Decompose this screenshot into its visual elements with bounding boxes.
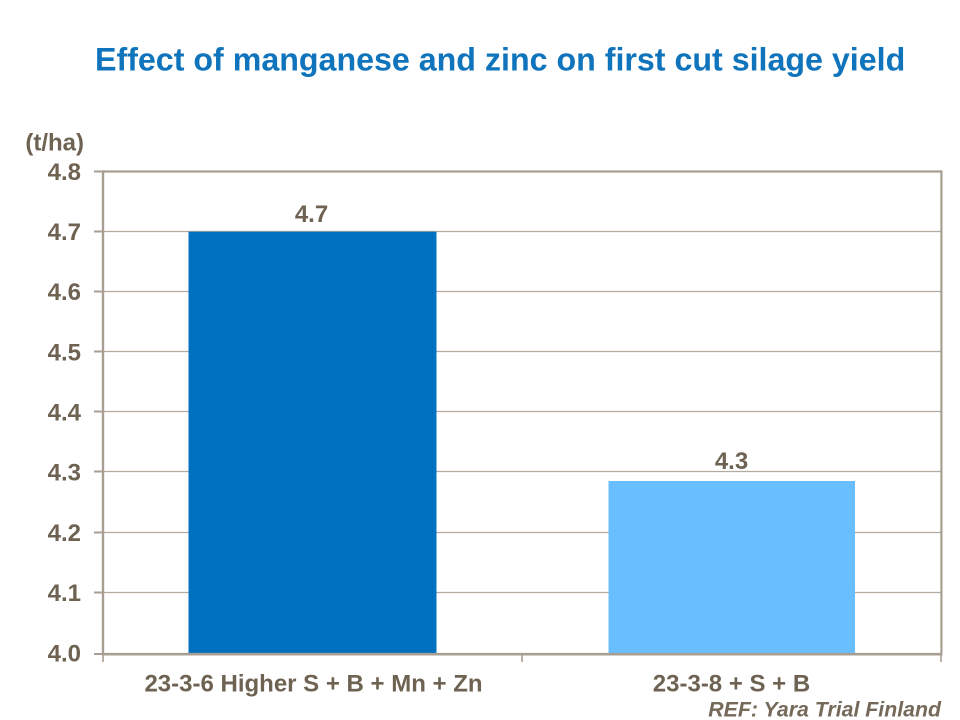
- svg-text:4.6: 4.6: [48, 279, 81, 306]
- svg-text:(t/ha): (t/ha): [25, 130, 84, 157]
- svg-text:4.4: 4.4: [48, 400, 82, 427]
- svg-text:4.1: 4.1: [48, 580, 81, 607]
- svg-text:4.8: 4.8: [48, 159, 81, 186]
- svg-text:4.3: 4.3: [48, 460, 81, 487]
- svg-text:4.2: 4.2: [48, 520, 81, 547]
- svg-text:4.7: 4.7: [295, 201, 328, 228]
- svg-text:Effect of manganese and zinc o: Effect of manganese and zinc on first cu…: [95, 42, 905, 78]
- svg-text:23-3-6 Higher S + B + Mn + Zn: 23-3-6 Higher S + B + Mn + Zn: [144, 670, 482, 697]
- svg-text:4.0: 4.0: [48, 641, 81, 668]
- svg-text:4.3: 4.3: [715, 448, 748, 475]
- svg-text:REF: Yara Trial Finland: REF: Yara Trial Finland: [708, 698, 942, 720]
- svg-text:4.5: 4.5: [48, 339, 81, 366]
- svg-text:23-3-8 + S + B: 23-3-8 + S + B: [653, 670, 810, 697]
- svg-text:4.7: 4.7: [48, 219, 81, 246]
